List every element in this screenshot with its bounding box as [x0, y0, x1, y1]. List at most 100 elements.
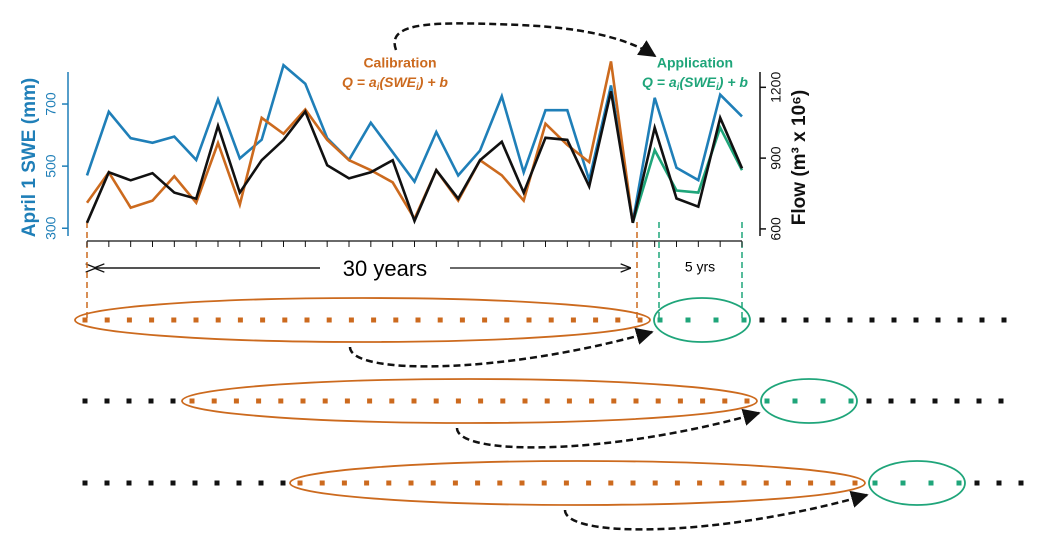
- year-square: [741, 480, 747, 486]
- year-square: [741, 317, 747, 323]
- year-square: [781, 317, 787, 323]
- y2-tick-label: 1200: [768, 72, 784, 103]
- year-square: [233, 398, 239, 404]
- year-square: [713, 317, 719, 323]
- year-square: [866, 398, 872, 404]
- calibration-window: [289, 460, 866, 506]
- year-square: [433, 398, 439, 404]
- application-window: [653, 297, 751, 343]
- formula-part: ) + b: [417, 74, 449, 90]
- year-square: [430, 480, 436, 486]
- year-square: [872, 480, 878, 486]
- year-square: [149, 317, 155, 323]
- year-square: [171, 317, 177, 323]
- year-square: [189, 398, 195, 404]
- application-window: [760, 378, 858, 424]
- year-square: [848, 398, 854, 404]
- formula-part: i: [716, 82, 719, 93]
- year-square: [913, 317, 919, 323]
- year-square: [611, 398, 617, 404]
- year-square: [954, 398, 960, 404]
- year-square: [1001, 317, 1007, 323]
- y-tick-label: 500: [43, 154, 59, 178]
- year-square: [900, 480, 906, 486]
- year-square: [148, 398, 154, 404]
- year-square: [976, 398, 982, 404]
- year-square: [792, 398, 798, 404]
- year-square: [192, 480, 198, 486]
- series-line: [85, 61, 635, 223]
- year-square: [170, 480, 176, 486]
- year-square: [697, 480, 703, 486]
- year-square: [744, 398, 750, 404]
- year-square: [763, 480, 769, 486]
- y2-tick-label: 600: [768, 217, 784, 241]
- year-square: [104, 480, 110, 486]
- year-square: [847, 317, 853, 323]
- shift-arrow: [348, 327, 654, 368]
- year-square: [996, 480, 1002, 486]
- year-square: [82, 317, 88, 323]
- year-square: [932, 398, 938, 404]
- year-square: [570, 317, 576, 323]
- year-square: [700, 398, 706, 404]
- year-square: [82, 398, 88, 404]
- year-square: [497, 480, 503, 486]
- formula-part: (SWE: [379, 74, 416, 90]
- year-square: [297, 480, 303, 486]
- calibration-formula: Q = ai(SWEi) + b: [342, 74, 448, 93]
- year-square: [566, 398, 572, 404]
- year-square: [522, 398, 528, 404]
- year-square: [214, 480, 220, 486]
- year-square: [957, 317, 963, 323]
- year-square: [677, 398, 683, 404]
- year-square: [563, 480, 569, 486]
- year-square: [979, 317, 985, 323]
- year-square: [215, 317, 221, 323]
- year-square: [126, 317, 132, 323]
- year-square: [586, 480, 592, 486]
- year-square: [759, 317, 765, 323]
- year-square: [341, 480, 347, 486]
- year-square: [764, 398, 770, 404]
- series-line: [85, 91, 744, 225]
- year-square: [455, 398, 461, 404]
- year-square: [956, 480, 962, 486]
- formula-part: Q = a: [342, 74, 377, 90]
- application-formula: Q = ai(SWEi) + b: [642, 74, 748, 93]
- year-square: [1018, 480, 1024, 486]
- year-square: [657, 317, 663, 323]
- year-square: [674, 480, 680, 486]
- year-square: [722, 398, 728, 404]
- year-square: [386, 480, 392, 486]
- year-square: [126, 480, 132, 486]
- year-square: [820, 398, 826, 404]
- y2-tick-label: 900: [768, 146, 784, 170]
- year-square: [282, 317, 288, 323]
- formula-part: i: [677, 82, 680, 93]
- year-square: [869, 317, 875, 323]
- year-square: [415, 317, 421, 323]
- year-square: [148, 480, 154, 486]
- year-square: [478, 398, 484, 404]
- year-square: [655, 398, 661, 404]
- year-square: [785, 480, 791, 486]
- year-square: [211, 398, 217, 404]
- year-square: [935, 317, 941, 323]
- year-square: [803, 317, 809, 323]
- year-square: [258, 480, 264, 486]
- year-square: [652, 480, 658, 486]
- year-square: [475, 480, 481, 486]
- year-square: [452, 480, 458, 486]
- year-square: [633, 398, 639, 404]
- year-square: [389, 398, 395, 404]
- year-square: [608, 480, 614, 486]
- year-square: [371, 317, 377, 323]
- year-square: [719, 480, 725, 486]
- year-square: [998, 398, 1004, 404]
- year-square: [280, 480, 286, 486]
- y2-axis-title: Flow (m³ x 10⁶): [789, 90, 810, 225]
- year-square: [637, 317, 643, 323]
- year-square: [500, 398, 506, 404]
